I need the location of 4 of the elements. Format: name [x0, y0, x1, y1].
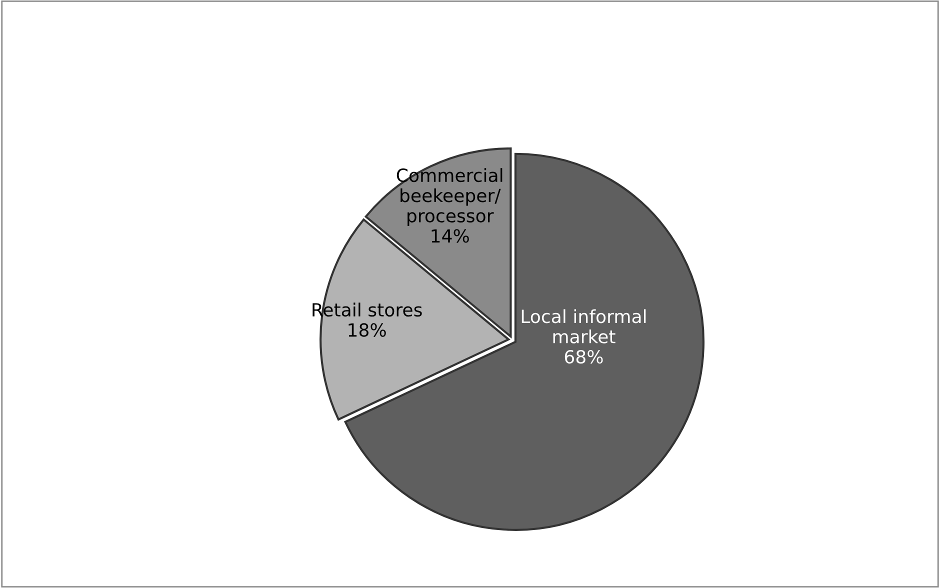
data-label: 18% — [348, 323, 386, 337]
data-label: 68% — [564, 350, 603, 364]
slice-label: Local informal market — [522, 309, 646, 344]
data-label: 14% — [432, 229, 469, 243]
